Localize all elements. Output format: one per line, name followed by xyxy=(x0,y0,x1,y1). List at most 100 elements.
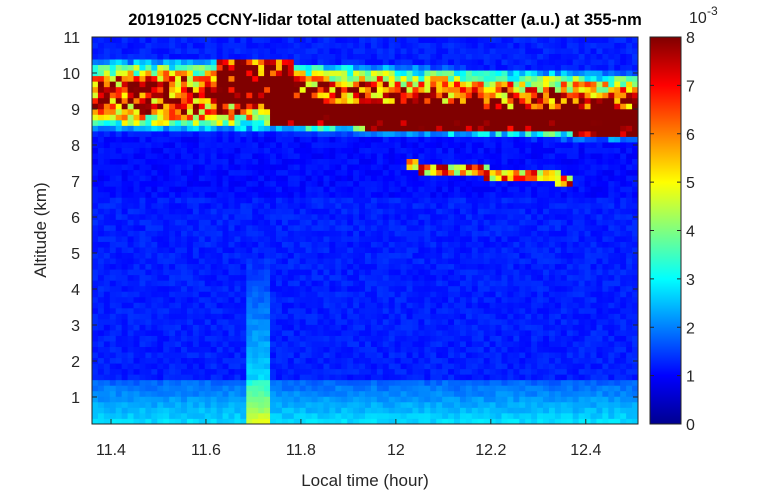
heatmap-cell xyxy=(394,280,401,287)
heatmap-cell xyxy=(329,97,336,104)
heatmap-cell xyxy=(240,252,247,259)
heatmap-cell xyxy=(489,158,496,165)
heatmap-cell xyxy=(216,180,223,187)
heatmap-cell xyxy=(442,158,449,165)
heatmap-cell xyxy=(192,64,200,71)
heatmap-cell xyxy=(175,175,182,182)
heatmap-cell xyxy=(127,142,134,148)
heatmap-cell xyxy=(293,385,301,392)
heatmap-cell xyxy=(477,197,485,204)
heatmap-cell xyxy=(97,86,105,93)
heatmap-cell xyxy=(412,202,419,209)
heatmap-cell xyxy=(97,324,105,331)
heatmap-cell xyxy=(442,81,449,88)
heatmap-cell xyxy=(430,307,437,314)
heatmap-cell xyxy=(234,130,241,137)
heatmap-cell xyxy=(163,330,170,336)
heatmap-cell xyxy=(192,114,200,121)
heatmap-cell xyxy=(287,213,295,220)
heatmap-cell xyxy=(281,324,289,331)
heatmap-cell xyxy=(157,258,164,265)
heatmap-cell xyxy=(293,412,301,419)
heatmap-cell xyxy=(335,374,342,381)
heatmap-cell xyxy=(121,75,128,82)
heatmap-cell xyxy=(424,307,431,314)
heatmap-cell xyxy=(92,280,99,287)
heatmap-cell xyxy=(228,363,235,370)
heatmap-cell xyxy=(359,180,366,187)
heatmap-cell xyxy=(293,241,301,248)
heatmap-cell xyxy=(376,291,384,298)
heatmap-cell xyxy=(347,247,354,254)
heatmap-cell xyxy=(376,180,384,187)
heatmap-cell xyxy=(317,269,324,276)
heatmap-cell xyxy=(424,164,431,171)
heatmap-cell xyxy=(305,169,312,176)
heatmap-cell xyxy=(192,230,200,237)
heatmap-cell xyxy=(169,164,176,171)
heatmap-cell xyxy=(181,330,188,336)
heatmap-cell xyxy=(222,318,229,325)
heatmap-cell xyxy=(192,401,200,408)
heatmap-cell xyxy=(234,418,241,425)
heatmap-cell xyxy=(163,175,170,182)
heatmap-cell xyxy=(347,125,354,132)
heatmap-cell xyxy=(198,390,206,397)
heatmap-cell xyxy=(92,125,99,132)
heatmap-cell xyxy=(210,75,218,82)
heatmap-cell xyxy=(293,236,301,242)
heatmap-cell xyxy=(157,241,164,248)
heatmap-cell xyxy=(127,368,134,375)
heatmap-cell xyxy=(157,341,164,347)
heatmap-cell xyxy=(412,186,419,193)
heatmap-cell xyxy=(353,280,360,287)
heatmap-cell xyxy=(198,363,206,370)
heatmap-cell xyxy=(252,274,259,281)
heatmap-cell xyxy=(264,396,271,403)
heatmap-cell xyxy=(394,42,401,49)
heatmap-cell xyxy=(388,341,396,347)
heatmap-cell xyxy=(335,219,342,226)
heatmap-cell xyxy=(471,42,479,49)
heatmap-cell xyxy=(424,407,431,414)
heatmap-cell xyxy=(359,103,366,110)
heatmap-cell xyxy=(103,224,111,231)
heatmap-cell xyxy=(151,103,158,110)
heatmap-cell xyxy=(258,385,265,392)
heatmap-cell xyxy=(252,330,259,336)
heatmap-cell xyxy=(181,418,188,425)
heatmap-cell xyxy=(121,341,128,347)
heatmap-cell xyxy=(151,263,158,270)
heatmap-cell xyxy=(442,42,449,49)
heatmap-cell xyxy=(97,341,105,347)
heatmap-cell xyxy=(513,407,520,414)
heatmap-cell xyxy=(92,42,99,49)
heatmap-cell xyxy=(133,153,140,160)
heatmap-cell xyxy=(293,114,301,121)
heatmap-cell xyxy=(169,48,176,54)
heatmap-cell xyxy=(127,197,134,204)
heatmap-cell xyxy=(412,219,419,226)
heatmap-cell xyxy=(109,291,117,298)
heatmap-cell xyxy=(412,169,419,176)
heatmap-cell xyxy=(406,385,413,392)
heatmap-cell xyxy=(394,307,401,314)
heatmap-cell xyxy=(192,390,200,397)
heatmap-cell xyxy=(459,324,467,331)
heatmap-cell xyxy=(418,97,425,104)
heatmap-cell xyxy=(103,81,111,88)
heatmap-cell xyxy=(97,252,105,259)
heatmap-cell xyxy=(329,191,336,198)
heatmap-cell xyxy=(181,75,188,82)
heatmap-cell xyxy=(92,180,99,187)
heatmap-cell xyxy=(382,164,390,171)
heatmap-cell xyxy=(454,59,461,66)
heatmap-cell xyxy=(139,108,146,115)
heatmap-cell xyxy=(169,401,176,408)
heatmap-cell xyxy=(264,86,271,93)
heatmap-cell xyxy=(424,401,431,408)
heatmap-cell xyxy=(305,64,312,71)
heatmap-cell xyxy=(305,330,312,336)
heatmap-cell xyxy=(442,37,449,43)
heatmap-cell xyxy=(204,81,212,88)
